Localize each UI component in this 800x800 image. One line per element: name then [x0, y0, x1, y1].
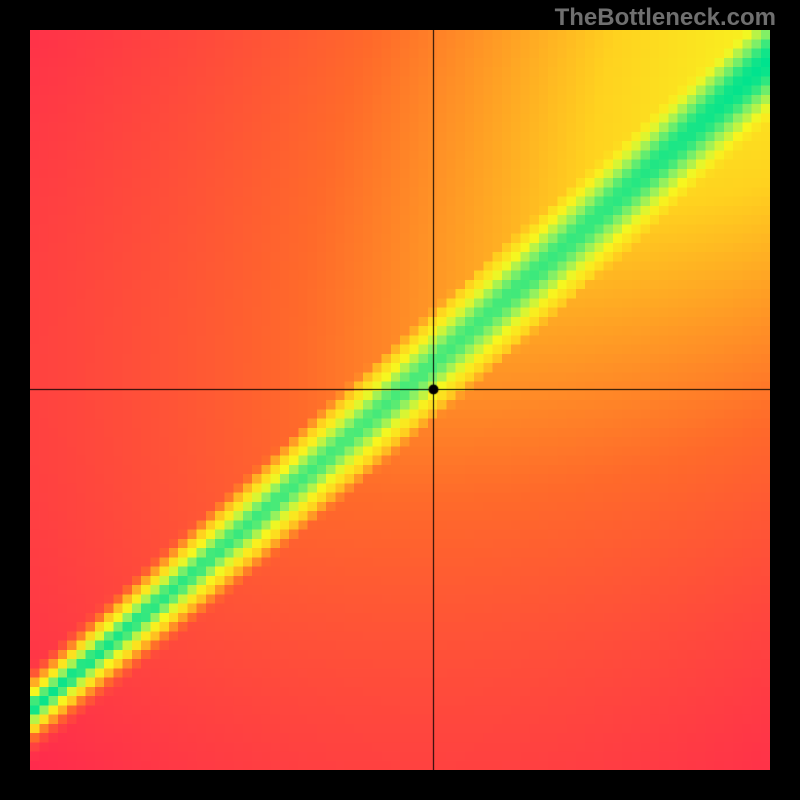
- watermark-text: TheBottleneck.com: [555, 4, 776, 32]
- crosshair-overlay: [30, 30, 770, 770]
- chart-container: { "canvas": { "width": 800, "height": 80…: [0, 0, 800, 800]
